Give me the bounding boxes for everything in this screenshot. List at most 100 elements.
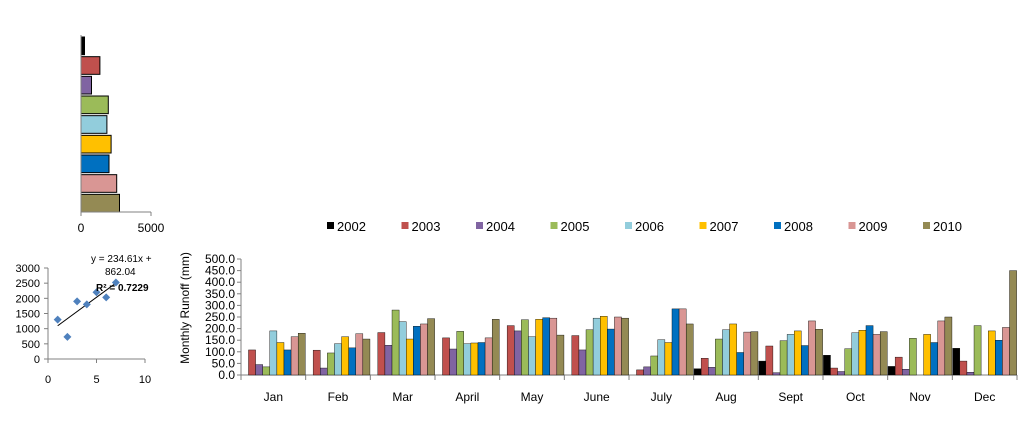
bar-2008-May	[542, 317, 550, 376]
bar-2006-June	[592, 317, 601, 376]
bar-2005-Mar	[391, 309, 400, 376]
scatter-point	[63, 332, 72, 341]
bar-2003-April	[442, 337, 450, 376]
hbar-2006	[80, 115, 108, 134]
bar-2006-Feb	[334, 343, 342, 376]
monthly-y-tick-label: 350.0	[205, 287, 235, 301]
legend-label-2003: 2003	[412, 219, 441, 234]
scatter-y-tick-label: 3000	[16, 263, 40, 275]
month-label: July	[651, 390, 672, 404]
bar-2006-Sept	[786, 334, 795, 376]
bar-2004-Oct	[837, 371, 845, 376]
hbar-2007	[80, 134, 112, 154]
bar-2010-June	[621, 317, 629, 376]
month-label: June	[584, 390, 610, 404]
legend-label-2002: 2002	[337, 219, 366, 234]
month-label: April	[455, 390, 479, 404]
bar-2008-April	[477, 342, 486, 376]
bar-2004-Dec	[966, 372, 975, 376]
legend-swatch-2007	[699, 222, 707, 229]
bar-2010-Nov	[944, 316, 953, 376]
legend-label-2005: 2005	[561, 219, 590, 234]
bar-2008-Aug	[736, 352, 744, 376]
bar-2010-Feb	[362, 338, 371, 376]
monthly-runoff-bar-chart: 0.050.0100.0150.0200.0250.0300.0350.0400…	[178, 219, 1018, 404]
bar-2008-Oct	[865, 325, 874, 376]
legend-swatch-2005	[550, 222, 558, 229]
legend-swatch-2003	[401, 222, 409, 229]
bar-2002-Sept	[758, 360, 767, 376]
bar-2004-Jan	[255, 364, 263, 376]
legend-swatch-2004	[476, 222, 483, 229]
month-label: Nov	[909, 390, 930, 404]
bar-2003-Jan	[248, 349, 256, 376]
scatter-y-tick-label: 2000	[16, 293, 40, 305]
hbar-x-tick-label: 0	[78, 221, 85, 235]
bar-2007-Aug	[729, 323, 737, 376]
monthly-y-tick-label: 100.0	[205, 345, 235, 359]
bar-2003-May	[506, 325, 515, 376]
legend-label-2010: 2010	[933, 219, 962, 234]
bar-2005-Nov	[909, 338, 917, 376]
legend-label-2004: 2004	[486, 219, 515, 234]
bar-2002-Dec	[952, 348, 961, 376]
hbar-x-tick-label: 5000	[138, 221, 165, 235]
month-label: May	[521, 390, 544, 404]
bar-2009-Oct	[872, 334, 881, 376]
legend-label-2007: 2007	[710, 219, 739, 234]
bar-2008-Dec	[995, 340, 1003, 376]
scatter-point	[53, 315, 62, 324]
bar-2010-April	[491, 319, 500, 376]
hbar-2002	[80, 36, 85, 56]
bar-2006-Jan	[269, 330, 278, 376]
bar-2010-Oct	[879, 331, 888, 376]
bar-2006-Mar	[398, 321, 407, 376]
bar-2010-Dec	[1009, 270, 1017, 376]
scatter-y-tick-label: 500	[22, 339, 40, 351]
scatter-y-tick-label: 0	[34, 354, 40, 366]
bar-2007-Nov	[923, 334, 931, 376]
bar-2005-Jan	[262, 366, 270, 376]
bar-2003-June	[571, 335, 580, 376]
trendline-intercept: 862.04	[105, 267, 136, 278]
month-label: Sept	[778, 390, 803, 404]
bar-2004-Nov	[902, 369, 910, 376]
bar-2009-Jan	[290, 336, 299, 376]
bar-2004-Sept	[772, 372, 781, 376]
bar-2009-Aug	[743, 331, 752, 376]
bar-2003-Aug	[700, 358, 709, 376]
bar-2009-Sept	[808, 320, 816, 376]
bar-2009-April	[484, 337, 493, 376]
month-label: Jan	[264, 390, 283, 404]
month-label: Dec	[974, 390, 995, 404]
bar-2003-Nov	[894, 356, 903, 376]
bar-2008-Nov	[930, 342, 938, 376]
bar-2008-July	[671, 308, 680, 376]
bar-2007-May	[535, 319, 543, 376]
month-label: Mar	[392, 390, 413, 404]
bar-2010-July	[685, 323, 694, 376]
legend-swatch-2009	[848, 222, 856, 229]
bar-2007-June	[600, 316, 608, 376]
bar-2009-Nov	[937, 320, 946, 376]
scatter-y-tick-label: 1000	[16, 324, 40, 336]
scatter-x-tick-label: 5	[93, 374, 99, 386]
month-label: Feb	[328, 390, 349, 404]
bar-2003-Sept	[765, 345, 774, 376]
bar-2010-May	[556, 334, 565, 376]
monthly-y-tick-label: 400.0	[205, 275, 235, 289]
hbar-2009	[80, 174, 118, 193]
bar-2007-Mar	[406, 338, 414, 376]
bar-2002-Nov	[887, 366, 896, 376]
trendline-equation: y = 234.61x +	[91, 254, 152, 265]
bar-2004-April	[449, 348, 457, 376]
scatter-chart: 0 500 1000 1500 2000 2500 3000 0 5 10 y = 234.61x …	[16, 254, 152, 386]
bar-2005-Aug	[715, 338, 723, 376]
bar-2005-June	[585, 329, 594, 376]
bar-2005-April	[456, 331, 464, 376]
bar-2009-Mar	[420, 323, 428, 376]
scatter-x-tick-label: 10	[139, 374, 151, 386]
bar-2003-Oct	[830, 367, 838, 376]
bar-2005-Sept	[779, 340, 788, 376]
bar-2006-Oct	[851, 332, 860, 376]
